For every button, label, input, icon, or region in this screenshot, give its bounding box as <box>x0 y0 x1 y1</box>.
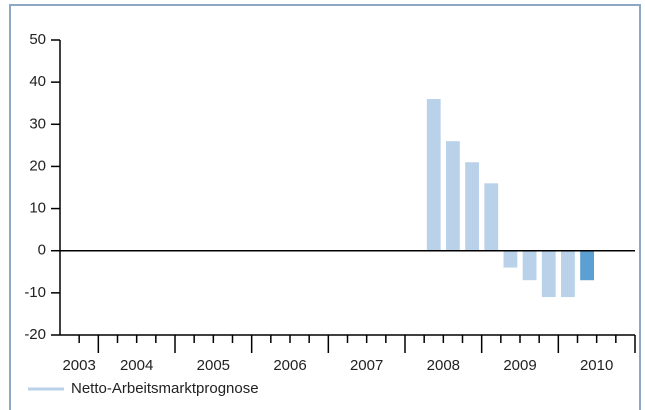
x-tick-label: 2003 <box>62 357 95 374</box>
x-tick-label: 2007 <box>350 357 383 374</box>
y-tick-label: 40 <box>29 73 46 90</box>
bar <box>522 250 537 281</box>
y-tick-label: 0 <box>38 242 46 259</box>
x-tick-label: 2009 <box>503 357 536 374</box>
bar <box>541 250 556 298</box>
y-tick-label: 50 <box>29 31 46 48</box>
x-tick-label: 2004 <box>120 357 153 374</box>
bar <box>484 183 499 251</box>
y-tick-label: 30 <box>29 115 46 132</box>
y-tick-label: -20 <box>24 326 46 343</box>
bar <box>426 99 441 251</box>
bar <box>580 250 594 281</box>
bar <box>465 162 479 251</box>
legend-label: Netto-Arbeitsmarktprognose <box>71 380 259 397</box>
bar <box>446 141 460 251</box>
bar <box>561 250 575 298</box>
x-tick-label: 2008 <box>427 357 460 374</box>
y-tick-label: 10 <box>29 200 46 217</box>
y-tick-label: 20 <box>29 157 46 174</box>
x-tick-label: 2006 <box>273 357 306 374</box>
bar <box>503 250 518 268</box>
x-tick-label: 2005 <box>197 357 230 374</box>
y-tick-label: -10 <box>24 284 46 301</box>
x-tick-label: 2010 <box>580 357 613 374</box>
frame <box>9 4 641 410</box>
